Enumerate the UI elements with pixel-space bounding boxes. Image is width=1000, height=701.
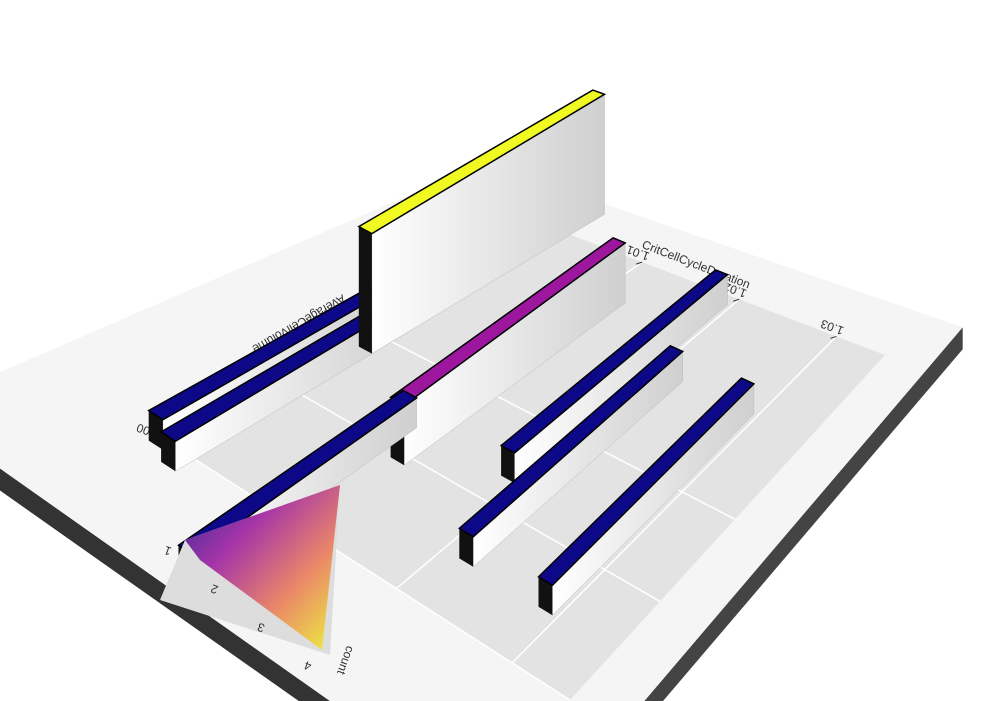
tile-end — [161, 431, 176, 472]
tiles — [147, 89, 756, 616]
tile-end — [148, 410, 163, 450]
tile-top — [537, 377, 756, 587]
x-tick — [830, 335, 837, 339]
x-tick — [635, 261, 643, 265]
legend-tick-label: 4 — [302, 658, 313, 674]
tile-top — [499, 269, 729, 454]
legend-gradient — [185, 485, 340, 650]
tile-top — [357, 89, 607, 235]
legend-tick-label: 3 — [255, 620, 266, 636]
tile — [159, 294, 410, 472]
tile-end — [538, 576, 553, 616]
tile — [499, 269, 729, 484]
grid-line — [164, 439, 571, 701]
tile — [357, 89, 607, 355]
tile-top — [458, 344, 685, 538]
legend-tick-label: 1 — [162, 543, 173, 559]
plate-side — [644, 327, 963, 701]
tile — [458, 344, 685, 568]
legend-tick-label: 2 — [209, 581, 220, 597]
grid-line — [511, 335, 837, 664]
x-tick — [733, 298, 740, 302]
plate-side — [0, 468, 330, 701]
tile-end — [459, 528, 474, 567]
tile — [537, 377, 756, 616]
tile-end — [501, 445, 515, 483]
tile-end — [358, 226, 372, 354]
